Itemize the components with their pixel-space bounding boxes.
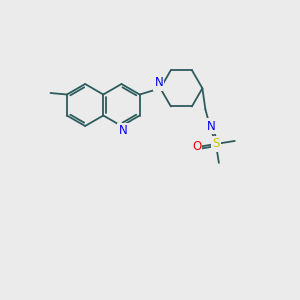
Text: N: N (207, 120, 216, 133)
Text: O: O (192, 140, 201, 153)
Text: S: S (212, 137, 220, 150)
Text: N: N (118, 124, 127, 137)
Text: N: N (154, 76, 163, 89)
